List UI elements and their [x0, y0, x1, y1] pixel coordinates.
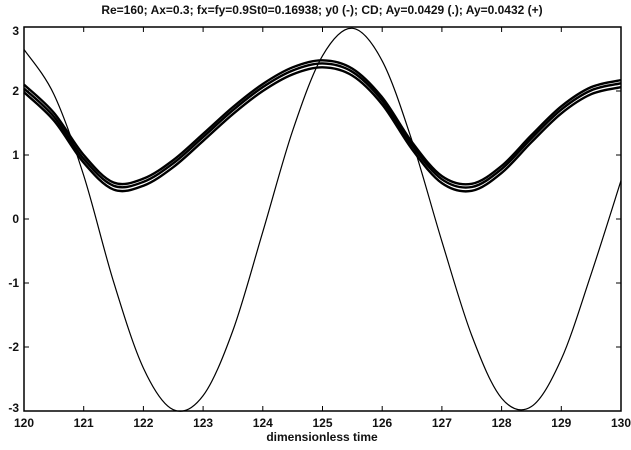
x-tick-label: 130 [611, 416, 631, 430]
y-tick-label: -1 [8, 276, 19, 290]
ticks-layer: 120 121 122 123 124 125 126 127 128 129 130 3 2 1 0 -1 -… [8, 24, 631, 430]
x-tick-label: 125 [312, 416, 332, 430]
y-tick-label: -2 [8, 340, 19, 354]
plot-area [23, 26, 622, 412]
x-tick-label: 122 [133, 416, 153, 430]
series-layer [23, 27, 622, 412]
series-line-1 [23, 27, 622, 412]
y-tick-label: -3 [8, 401, 19, 415]
x-tick-label: 120 [14, 416, 34, 430]
series-line-3 [23, 59, 622, 186]
x-tick-label: 127 [432, 416, 452, 430]
x-tick-label: 123 [193, 416, 213, 430]
chart-title: Re=160; Ax=0.3; fx=fy=0.9St0=0.16938; y0… [101, 3, 542, 17]
y-tick-label: 0 [12, 212, 19, 226]
x-tick-label: 129 [551, 416, 571, 430]
x-tick-label: 124 [253, 416, 273, 430]
y-tick-label: 3 [12, 24, 19, 38]
y-tick-label: 2 [12, 84, 19, 98]
x-tick-label: 126 [372, 416, 392, 430]
y-tick-label: 1 [12, 148, 19, 162]
x-tick-label: 121 [74, 416, 94, 430]
series-line-2 [23, 62, 622, 189]
x-tick-label: 128 [492, 416, 512, 430]
x-axis-label: dimensionless time [266, 430, 378, 444]
series-line-4 [23, 66, 622, 193]
